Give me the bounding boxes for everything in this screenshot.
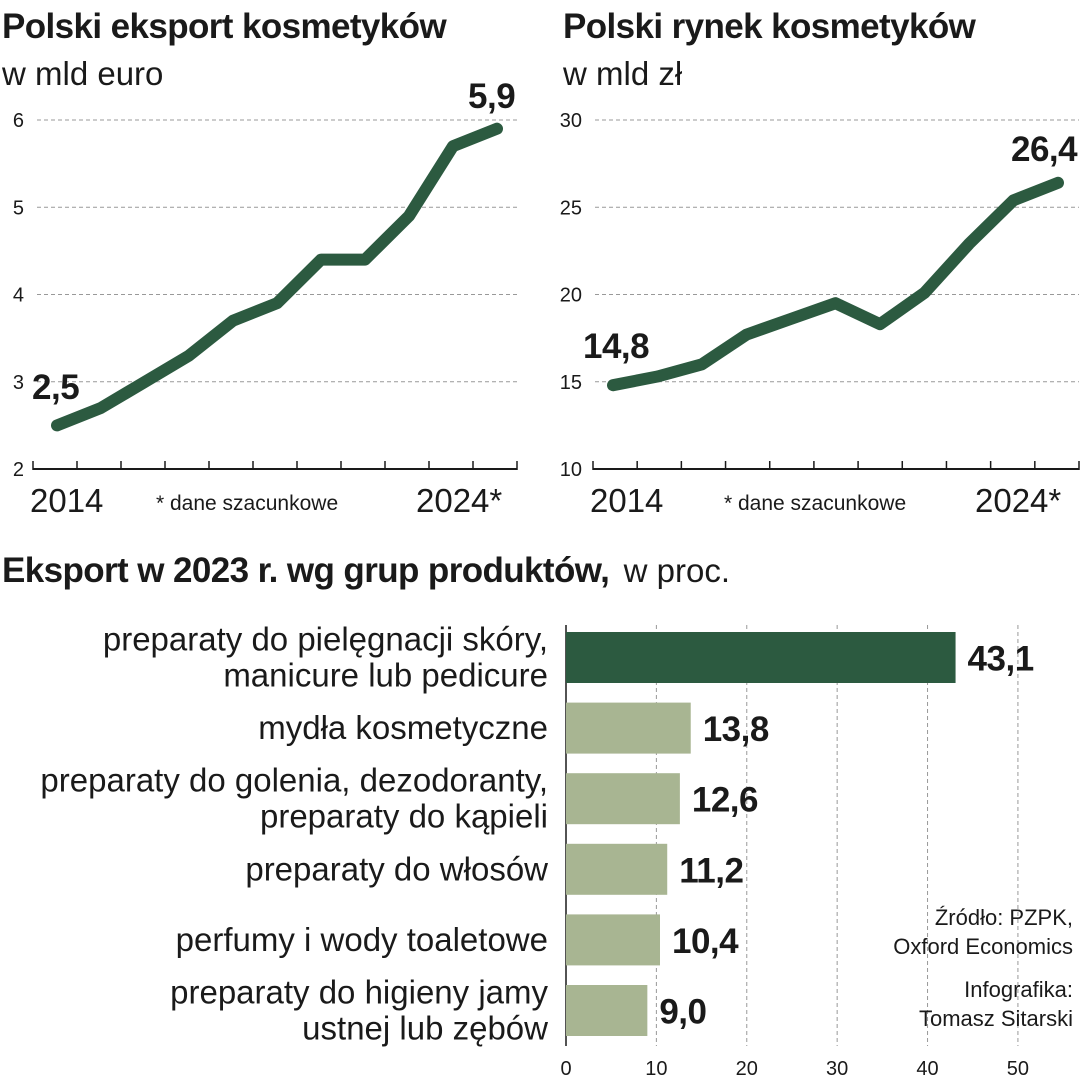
bar xyxy=(566,843,668,895)
export-start-year: 2014 xyxy=(30,482,103,519)
market-x-tick-marks xyxy=(592,461,1080,470)
bar-chart-title: Eksport w 2023 r. wg grup produktów, xyxy=(2,551,609,590)
export-y-tick-label: 4 xyxy=(13,285,24,307)
export-y-tick-label: 2 xyxy=(13,459,24,481)
bar-x-tick-label: 50 xyxy=(1007,1058,1029,1080)
bar-value-labels: 43,1 13,8 12,6 11,2 10,4 9,0 xyxy=(659,640,1034,1032)
export-chart-subtitle: w mld euro xyxy=(1,55,163,92)
market-y-tick-label: 20 xyxy=(560,285,582,307)
bar-value-label: 9,0 xyxy=(659,993,706,1032)
bar-x-tick-label: 30 xyxy=(826,1058,848,1080)
export-groups-bar-chart: Eksport w 2023 r. wg grup produktów, w p… xyxy=(2,551,1034,1080)
market-y-tick-label: 10 xyxy=(560,459,582,481)
bar xyxy=(566,985,648,1036)
bar-x-tick-label: 20 xyxy=(736,1058,758,1080)
bar xyxy=(566,632,956,683)
export-y-tick-label: 6 xyxy=(13,110,24,132)
market-last-value-label: 26,4 xyxy=(1011,130,1078,169)
bar-category-label: preparaty do kąpieli xyxy=(260,798,548,835)
market-y-ticks: 10 15 20 25 30 xyxy=(560,110,582,481)
bar-value-label: 10,4 xyxy=(672,922,739,961)
market-y-tick-label: 15 xyxy=(560,372,582,394)
bar-x-ticks: 0 10 20 30 40 50 xyxy=(560,1058,1029,1080)
bar-category-label: preparaty do golenia, dezodoranty, xyxy=(40,762,548,799)
bar-value-label: 13,8 xyxy=(703,710,769,749)
bar-value-label: 12,6 xyxy=(692,781,758,820)
market-line-chart: Polski rynek kosmetyków w mld zł 1015202… xyxy=(560,7,1080,519)
bar-category-label: preparaty do pielęgnacji skóry, xyxy=(103,621,548,658)
bar-category-label: manicure lub pedicure xyxy=(223,657,548,694)
bar-grid xyxy=(565,625,1019,1046)
export-end-year: 2024* xyxy=(416,482,502,519)
credits: Źródło: PZPK, Oxford Economics Infografi… xyxy=(893,905,1073,1031)
market-note: * dane szacunkowe xyxy=(724,492,906,515)
bar-x-tick-label: 10 xyxy=(645,1058,667,1080)
export-y-tick-label: 3 xyxy=(13,372,24,394)
bar xyxy=(566,773,680,825)
bar-value-label: 11,2 xyxy=(679,851,743,890)
bar-category-label: preparaty do higieny jamy xyxy=(170,974,548,1011)
bar-category-label: ustnej lub zębów xyxy=(302,1010,548,1047)
bar-chart-title-suffix: w proc. xyxy=(623,552,730,589)
bar-category-label: preparaty do włosów xyxy=(245,850,548,887)
bar-category-label: perfumy i wody toaletowe xyxy=(176,921,548,958)
bar-value-label: 43,1 xyxy=(968,640,1034,679)
market-grid xyxy=(595,119,1079,383)
bar xyxy=(566,702,691,754)
export-y-tick-label: 5 xyxy=(13,197,24,219)
market-chart-subtitle: w mld zł xyxy=(562,55,683,92)
market-start-year: 2014 xyxy=(590,482,663,519)
source-line-2: Oxford Economics xyxy=(893,934,1073,959)
market-chart-title: Polski rynek kosmetyków xyxy=(563,7,977,46)
export-y-ticks: 2 3 4 5 6 xyxy=(13,110,24,481)
market-y-tick-label: 30 xyxy=(560,110,582,132)
market-end-year: 2024* xyxy=(975,482,1061,519)
export-x-tick-marks xyxy=(32,461,518,470)
bar-chart-title-group: Eksport w 2023 r. wg grup produktów, w p… xyxy=(2,551,730,590)
source-line-1: Źródło: PZPK, xyxy=(935,905,1073,930)
export-first-value-label: 2,5 xyxy=(32,368,79,407)
market-y-tick-label: 25 xyxy=(560,197,582,219)
export-note: * dane szacunkowe xyxy=(156,492,338,515)
bar-category-labels: preparaty do pielęgnacji skóry,manicure … xyxy=(40,621,548,1047)
market-first-value-label: 14,8 xyxy=(583,327,649,366)
bar-category-label: mydła kosmetyczne xyxy=(258,709,548,746)
market-series-line xyxy=(607,176,1064,392)
export-chart-title: Polski eksport kosmetyków xyxy=(2,7,447,46)
author-line-2: Tomasz Sitarski xyxy=(919,1006,1073,1031)
bar-x-tick-label: 0 xyxy=(560,1058,571,1080)
export-grid xyxy=(37,119,517,383)
author-line-1: Infografika: xyxy=(964,977,1073,1002)
export-last-value-label: 5,9 xyxy=(468,77,515,116)
export-line-chart: Polski eksport kosmetyków w mld euro 2 3 4… xyxy=(1,7,518,519)
bar-x-tick-label: 40 xyxy=(916,1058,938,1080)
bar xyxy=(566,914,660,966)
export-series-line xyxy=(51,122,503,432)
bar-series xyxy=(566,632,956,1036)
